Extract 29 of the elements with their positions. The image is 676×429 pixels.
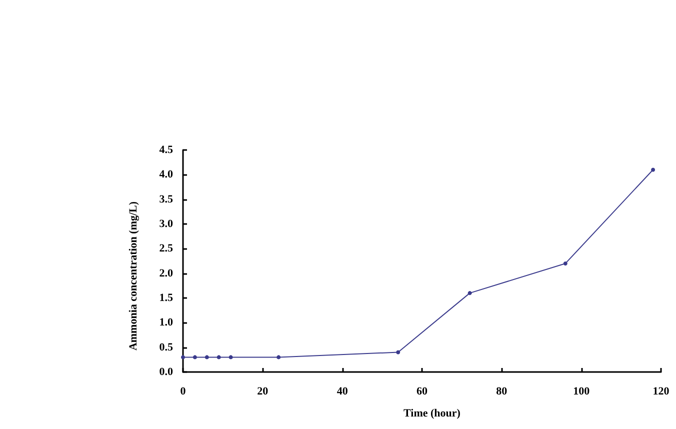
point <box>216 355 221 360</box>
x-tick-label: 20 <box>257 386 269 398</box>
y-tick-label: 3.5 <box>159 193 174 206</box>
y-tick-label: 1.5 <box>159 292 174 304</box>
x-tick-label: 0 <box>180 386 186 398</box>
x-tick-label: 100 <box>573 386 590 398</box>
x-tick-label: 120 <box>652 386 670 398</box>
y-axis-title: Ammonia concentration (mg/L) <box>128 201 140 351</box>
x-tick-label: 80 <box>496 386 508 398</box>
y-tick-label: 2.5 <box>159 242 174 255</box>
x-axis-title: Time (hour) <box>404 408 461 420</box>
point <box>468 291 472 296</box>
y-tick-label: 0.0 <box>159 366 174 378</box>
y-tick-label: 0.5 <box>159 341 174 354</box>
point <box>396 350 400 354</box>
point <box>204 355 209 360</box>
y-tick-label: 1.0 <box>159 316 174 329</box>
point <box>563 261 568 266</box>
y-tick-label: 4.5 <box>159 144 174 156</box>
y-tick-label: 4.0 <box>159 168 174 181</box>
point <box>192 355 197 360</box>
point <box>181 355 185 360</box>
point <box>228 355 233 360</box>
y-tick-label: 2.0 <box>159 267 174 280</box>
point <box>651 168 656 172</box>
x-tick-label: 40 <box>336 386 348 398</box>
y-tick-label: 3.0 <box>159 218 174 230</box>
x-tick-label: 60 <box>416 386 428 398</box>
point <box>276 355 281 360</box>
